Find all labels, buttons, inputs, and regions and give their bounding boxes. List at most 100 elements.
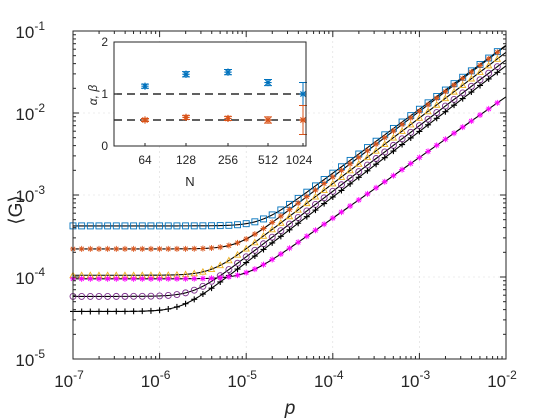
plus-marker	[147, 307, 154, 314]
asterisk-marker	[477, 62, 484, 69]
y-tick-label: 10-3	[15, 183, 45, 206]
inset-y-tick-label: 0	[101, 139, 108, 153]
inset-x-tick-label: 1024	[286, 153, 313, 167]
asterisk-marker	[269, 256, 276, 263]
asterisk-marker	[286, 245, 293, 252]
asterisk-marker	[286, 206, 293, 213]
inset-x-tick-labels: 64 128 256 512 1024	[138, 153, 312, 167]
plus-marker	[407, 134, 414, 141]
triangle-marker	[294, 205, 302, 213]
plus-marker	[295, 220, 302, 227]
square-marker	[95, 222, 103, 230]
asterisk-marker	[407, 114, 414, 121]
asterisk-marker	[121, 245, 128, 252]
asterisk-marker	[373, 184, 380, 191]
x-tick-label: 10-2	[487, 368, 517, 391]
y-tick-label: 10-4	[15, 265, 45, 288]
square-marker	[156, 222, 164, 230]
plus-marker	[269, 239, 276, 246]
plus-marker	[468, 89, 475, 96]
inset-y-tick-label: 1	[101, 87, 108, 101]
circle-marker	[104, 292, 112, 300]
data-point	[182, 70, 190, 78]
asterisk-marker	[399, 121, 406, 128]
asterisk-marker	[121, 275, 128, 282]
asterisk-marker	[130, 245, 137, 252]
triangle-marker	[251, 238, 259, 246]
asterisk-marker	[312, 227, 319, 234]
asterisk-marker	[390, 172, 397, 179]
asterisk-marker	[477, 111, 484, 118]
asterisk-marker	[104, 275, 111, 282]
data-point	[224, 68, 232, 76]
triangle-marker	[199, 267, 207, 275]
circle-marker	[121, 292, 129, 300]
asterisk-marker	[425, 101, 432, 108]
square-marker	[260, 215, 267, 223]
plus-marker	[208, 285, 215, 292]
plus-marker	[494, 69, 501, 76]
asterisk-marker	[321, 180, 328, 187]
square-marker	[147, 222, 155, 230]
plus-marker	[459, 95, 466, 102]
plus-marker	[399, 141, 406, 148]
main-x-axis-label: p	[284, 398, 296, 419]
asterisk-marker	[243, 269, 250, 276]
asterisk-marker	[139, 245, 146, 252]
main-y-tick-labels: 10-5 10-4 10-3 10-2 10-1	[15, 19, 45, 370]
triangle-marker	[380, 140, 389, 148]
square-marker	[130, 222, 138, 230]
asterisk-marker	[269, 219, 276, 226]
triangle-marker	[216, 261, 224, 269]
asterisk-marker	[442, 136, 449, 143]
asterisk-marker	[295, 239, 302, 246]
square-marker	[78, 222, 86, 230]
square-marker	[121, 222, 129, 230]
triangle-marker	[225, 256, 233, 264]
triangle-marker	[355, 159, 363, 167]
triangle-marker	[242, 244, 250, 252]
asterisk-marker	[451, 130, 458, 137]
plus-marker	[104, 308, 111, 315]
asterisk-marker	[217, 274, 224, 281]
circle-marker	[78, 292, 86, 300]
x-tick-label: 10-6	[141, 368, 171, 391]
y-tick-label: 10-1	[15, 19, 45, 42]
circle-marker	[147, 292, 155, 300]
asterisk-marker	[243, 236, 250, 243]
plus-marker	[139, 308, 146, 315]
asterisk-marker	[208, 245, 215, 252]
data-point	[224, 114, 232, 123]
plus-marker	[156, 307, 163, 314]
asterisk-marker	[364, 147, 371, 154]
asterisk-marker	[442, 88, 449, 95]
asterisk-marker	[251, 231, 258, 238]
plus-marker	[199, 291, 206, 298]
triangle-marker	[372, 146, 380, 154]
triangle-marker	[337, 173, 346, 180]
data-point	[141, 116, 149, 124]
square-marker	[234, 221, 241, 229]
series-markers	[70, 49, 501, 252]
asterisk-marker	[208, 275, 215, 282]
triangle-marker	[363, 153, 372, 161]
inset-y-tick-label: 2	[101, 35, 108, 49]
y-tick-label: 10-2	[15, 101, 45, 124]
asterisk-marker	[191, 245, 198, 252]
asterisk-marker	[95, 245, 102, 252]
plus-marker	[251, 253, 258, 260]
asterisk-marker	[303, 193, 310, 200]
triangle-marker	[458, 81, 467, 89]
asterisk-marker	[347, 160, 354, 167]
data-point	[299, 90, 307, 98]
asterisk-marker	[485, 105, 492, 112]
plus-marker	[433, 115, 440, 122]
inset-y-axis-label: α, β	[86, 85, 100, 106]
triangle-marker	[311, 192, 320, 200]
main-plot: 10-7 10-6 10-5 10-4 10-3 10-2 10-510-410-310-…	[6, 19, 517, 419]
plus-marker	[277, 233, 284, 240]
triangle-marker	[467, 74, 476, 82]
asterisk-marker	[399, 166, 406, 173]
asterisk-marker	[87, 245, 94, 252]
